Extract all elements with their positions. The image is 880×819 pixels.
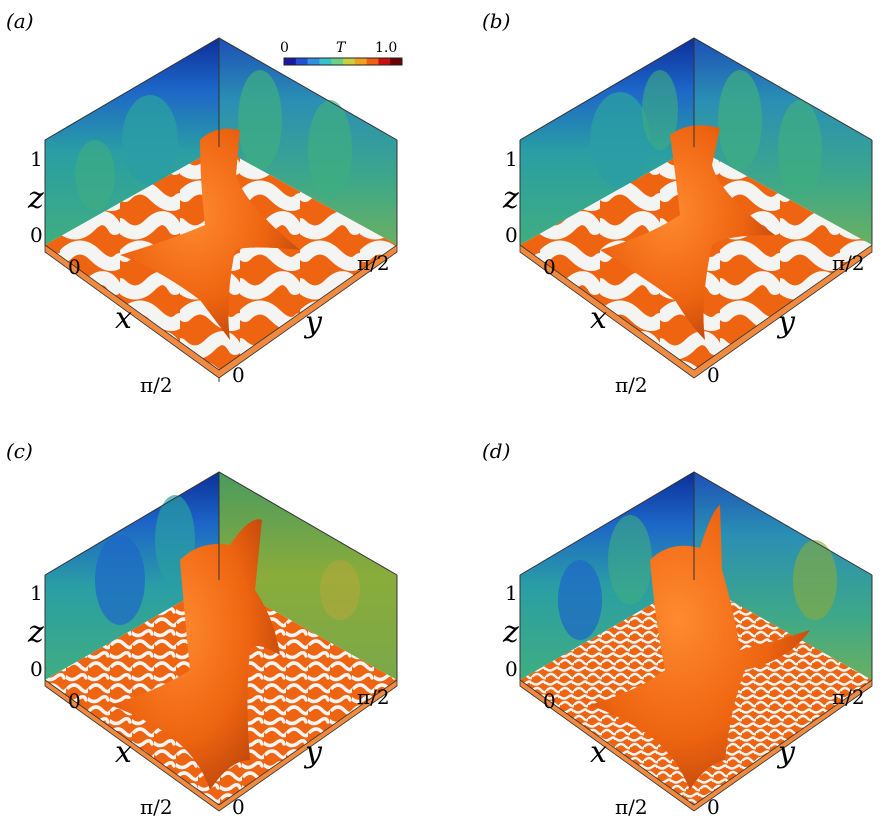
x-zero-label: 0 — [543, 255, 556, 279]
left-wall — [520, 472, 694, 680]
box-front-edge — [519, 679, 873, 812]
thermal-plume — [110, 519, 280, 790]
x-zero-label: 0 — [68, 689, 81, 713]
right-wall — [219, 472, 397, 680]
y-zero-label: 0 — [232, 795, 245, 819]
wall-contour — [238, 70, 282, 170]
z-top-label: 1 — [505, 581, 518, 605]
y-max-label: π/2 — [357, 685, 390, 709]
right-wall — [694, 472, 872, 680]
colorbar-frame — [283, 57, 403, 66]
colorbar-swatch — [319, 58, 332, 65]
colorbar-min-label: 0 — [280, 40, 289, 56]
box-front-edge — [44, 244, 398, 379]
colorbar-swatch — [295, 58, 308, 65]
colorbar-max-label: 1.0 — [375, 40, 397, 56]
colorbar-swatch — [307, 58, 320, 65]
panel-b: (b) 1 z 0 0 x π/2 0 y π/2 — [482, 9, 873, 397]
wall-contour — [718, 70, 762, 170]
x-axis-label: x — [115, 301, 132, 336]
x-axis-label: x — [115, 735, 132, 770]
z-zero-label: 0 — [505, 657, 518, 681]
y-max-label: π/2 — [832, 251, 865, 275]
x-max-label: π/2 — [140, 373, 173, 397]
wall-contour — [95, 535, 145, 625]
x-zero-label: 0 — [68, 255, 81, 279]
wall-contour — [558, 560, 602, 640]
x-zero-label: 0 — [543, 689, 556, 713]
wall-contour — [608, 515, 652, 605]
y-max-label: π/2 — [357, 251, 390, 275]
wall-contour — [75, 140, 115, 210]
colorbar-swatch — [366, 58, 379, 65]
y-max-label: π/2 — [832, 685, 865, 709]
y-axis-label: y — [776, 305, 796, 340]
z-top-label: 1 — [30, 147, 43, 171]
wall-contour — [320, 560, 360, 620]
z-axis-label: z — [27, 615, 44, 650]
z-zero-label: 0 — [30, 223, 43, 247]
z-top-label: 1 — [30, 581, 43, 605]
wall-contour — [590, 92, 650, 188]
x-axis-label: x — [590, 735, 607, 770]
y-axis-label: y — [303, 305, 323, 340]
thermal-plume — [590, 505, 810, 790]
z-zero-label: 0 — [30, 657, 43, 681]
z-top-label: 1 — [505, 147, 518, 171]
z-axis-label: z — [502, 615, 519, 650]
colorbar-swatch — [331, 58, 344, 65]
wall-contour — [642, 70, 678, 150]
panel-d: (d) 1 z 0 0 x π/2 0 y π/2 — [482, 439, 873, 819]
colorbar-swatch — [343, 58, 356, 65]
thermal-plume — [120, 128, 300, 340]
z-zero-label: 0 — [505, 223, 518, 247]
y-zero-label: 0 — [707, 795, 720, 819]
box-front-edge — [519, 244, 873, 379]
colorbar-variable-label: T — [336, 40, 347, 56]
wall-contour — [778, 100, 822, 200]
panel-label: (d) — [482, 439, 510, 463]
z-axis-label: z — [27, 181, 44, 216]
colorbar-swatch — [354, 58, 367, 65]
x-max-label: π/2 — [140, 795, 173, 819]
colorbar: 0 T 1.0 — [280, 40, 403, 66]
y-axis-label: y — [776, 735, 796, 770]
x-max-label: π/2 — [615, 795, 648, 819]
box-front-edge — [44, 679, 398, 812]
panel-label: (c) — [6, 439, 33, 463]
y-axis-label: y — [303, 735, 323, 770]
colorbar-swatch — [284, 58, 297, 65]
colorbar-swatch — [390, 58, 403, 65]
y-zero-label: 0 — [232, 363, 245, 387]
wall-contour — [793, 540, 837, 620]
y-zero-label: 0 — [707, 363, 720, 387]
z-axis-label: z — [502, 181, 519, 216]
wall-contour — [122, 95, 178, 185]
panel-a: (a) 0 T 1.0 1 z 0 0 x π/2 — [6, 9, 403, 397]
colorbar-swatch — [378, 58, 391, 65]
wall-contour — [308, 100, 352, 200]
thermal-plume — [600, 125, 775, 340]
panel-c: (c) 1 z 0 0 x π/2 0 y π/2 — [6, 439, 398, 819]
panel-label: (a) — [6, 9, 34, 33]
x-max-label: π/2 — [615, 373, 648, 397]
panel-label: (b) — [482, 9, 510, 33]
x-axis-label: x — [590, 301, 607, 336]
